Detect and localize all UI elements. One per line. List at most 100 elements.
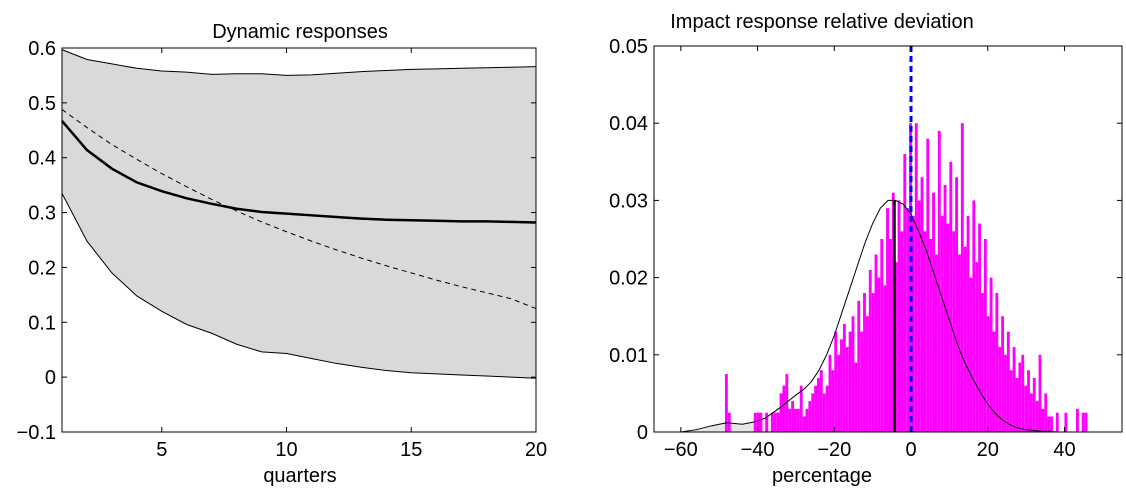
histogram-bar <box>958 254 961 432</box>
histogram-bar <box>1012 347 1016 432</box>
histogram-bar <box>842 323 846 432</box>
histogram-bar <box>972 200 976 432</box>
histogram-bar <box>848 331 852 432</box>
histogram-bar <box>831 370 835 432</box>
histogram-bar <box>920 177 924 432</box>
histogram-bar <box>1021 354 1025 432</box>
left-y-tick-label: 0.3 <box>28 203 56 225</box>
histogram-bar <box>1064 412 1068 432</box>
histogram-bar <box>929 239 933 432</box>
histogram-bar <box>911 215 915 432</box>
right-x-tick-label: −20 <box>817 439 851 461</box>
left-axes-box <box>61 47 537 433</box>
left-axis-ticks: 5 10 15 20 −0.1 0 0.1 0.2 0.3 0.4 0.5 0.6 <box>17 38 548 461</box>
histogram-bar <box>805 408 809 432</box>
histogram-bar <box>978 223 982 432</box>
lower-band-line <box>61 193 537 379</box>
histogram-bar <box>782 385 786 432</box>
histogram-bar <box>837 354 841 432</box>
histogram-bar <box>874 254 878 432</box>
histogram-bar <box>1084 412 1088 432</box>
histogram-bar <box>814 385 818 432</box>
histogram-bar <box>998 347 1002 432</box>
dynamic-responses-chart: Dynamic responses 5 10 15 20 −0.1 0 0.1 0.2 0.3 0… <box>17 21 548 487</box>
histogram-bar <box>966 215 970 432</box>
histogram-bar <box>1075 408 1079 432</box>
median-response-line <box>61 120 537 224</box>
histogram-bar <box>906 208 910 432</box>
histogram-bar <box>1047 416 1051 432</box>
histogram-bar <box>1032 377 1036 432</box>
histogram-bar <box>1041 408 1045 432</box>
histogram-bar <box>1004 354 1007 432</box>
right-y-tick-label: 0.04 <box>609 113 648 135</box>
histogram-bar <box>926 138 930 432</box>
histogram-bar <box>871 293 875 432</box>
histogram-bar <box>825 385 829 432</box>
histogram-bar <box>860 331 864 432</box>
histogram-bar <box>724 374 728 432</box>
right-axis-ticks: −60 −40 −20 0 20 40 0 0.01 0.02 0.03 0.04 0.05 <box>609 36 1122 461</box>
left-x-tick-label: 5 <box>156 439 167 461</box>
left-y-tick-label: 0.6 <box>28 38 56 60</box>
histogram-bar <box>863 293 866 432</box>
histogram-bar <box>791 401 795 432</box>
histogram-bar <box>940 215 944 432</box>
histogram-bar <box>834 331 838 432</box>
histogram-bar <box>799 385 803 432</box>
histogram-bar <box>946 223 950 432</box>
histogram-bar <box>854 362 858 432</box>
histogram-bar <box>937 130 941 433</box>
histogram-bar <box>1006 331 1010 432</box>
histogram-bar <box>883 285 887 432</box>
histogram-bar <box>817 377 820 432</box>
histogram-bar <box>1001 316 1005 432</box>
right-chart-title: Impact response relative deviation <box>670 11 974 33</box>
histogram-bar <box>877 277 881 432</box>
right-y-tick-label: 0.02 <box>609 268 648 290</box>
histogram-bar <box>1009 370 1013 432</box>
left-y-tick-label: 0.5 <box>28 93 56 115</box>
histogram-bar <box>969 277 973 432</box>
left-y-tick-label: 0 <box>45 367 56 389</box>
histogram-bar <box>756 412 760 432</box>
left-x-axis-label: quarters <box>263 465 336 487</box>
histogram-bar <box>1024 385 1028 432</box>
histogram-bar <box>765 412 769 432</box>
right-x-tick-label: −60 <box>664 439 698 461</box>
left-tail-shade <box>680 404 785 432</box>
left-y-tick-label: 0.4 <box>28 148 56 170</box>
right-x-tick-label: 40 <box>1053 439 1075 461</box>
histogram-bar <box>788 408 792 432</box>
right-x-tick-label: 0 <box>905 439 916 461</box>
histogram-bar <box>989 277 993 432</box>
histogram-bar <box>960 123 964 432</box>
left-chart-title: Dynamic responses <box>212 21 388 43</box>
histogram-bar <box>1029 393 1033 432</box>
histogram-bar <box>776 412 780 432</box>
histogram-bar <box>785 374 789 432</box>
histogram-bar <box>796 408 800 432</box>
histogram-bar <box>868 269 872 432</box>
histogram-bar <box>865 316 869 432</box>
left-x-tick-label: 10 <box>275 439 297 461</box>
histogram-bar <box>903 154 907 432</box>
histogram-bar <box>727 412 731 432</box>
histogram-bar <box>773 412 777 432</box>
histogram-bar <box>1044 393 1048 432</box>
histogram-bar <box>857 300 861 432</box>
histogram-bar <box>794 408 797 432</box>
histogram-bar <box>771 412 774 432</box>
histogram-bar <box>888 239 892 432</box>
histogram-bar <box>1055 412 1059 432</box>
left-x-tick-label: 20 <box>525 439 547 461</box>
histogram-bar <box>1018 362 1022 432</box>
upper-band-line <box>61 49 537 76</box>
histogram-bar <box>851 316 855 432</box>
histogram-bar <box>949 161 953 433</box>
histogram-bar <box>975 262 979 432</box>
histogram-bar <box>995 293 999 432</box>
histogram-bar <box>779 393 783 432</box>
histogram-bar <box>963 246 967 432</box>
